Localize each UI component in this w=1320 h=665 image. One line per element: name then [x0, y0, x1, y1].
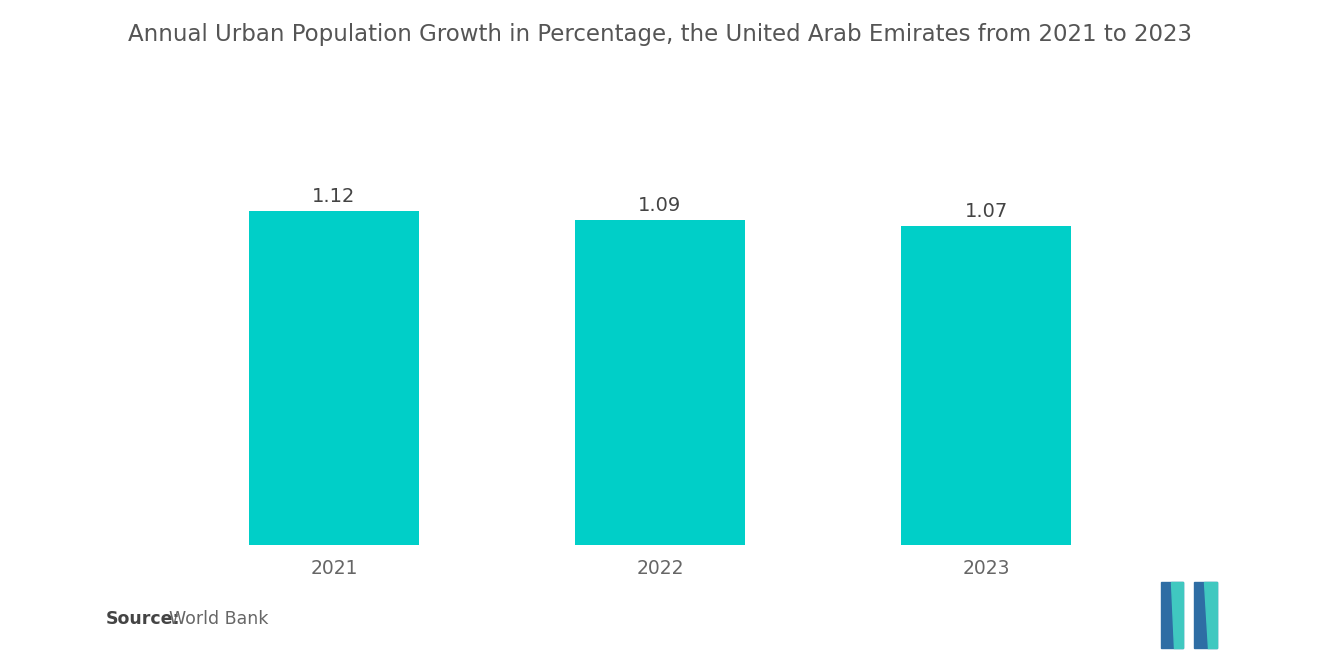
Text: 1.09: 1.09 — [639, 196, 681, 215]
Text: Annual Urban Population Growth in Percentage, the United Arab Emirates from 2021: Annual Urban Population Growth in Percen… — [128, 23, 1192, 47]
Polygon shape — [1195, 583, 1217, 648]
Text: 1.07: 1.07 — [965, 202, 1007, 221]
Polygon shape — [1160, 583, 1183, 648]
Polygon shape — [1171, 583, 1183, 648]
Bar — [576, 220, 744, 545]
Bar — [249, 211, 418, 545]
Text: World Bank: World Bank — [169, 610, 268, 628]
Bar — [902, 226, 1071, 545]
Text: Source:: Source: — [106, 610, 181, 628]
Text: 1.12: 1.12 — [313, 187, 355, 206]
Polygon shape — [1204, 583, 1217, 648]
